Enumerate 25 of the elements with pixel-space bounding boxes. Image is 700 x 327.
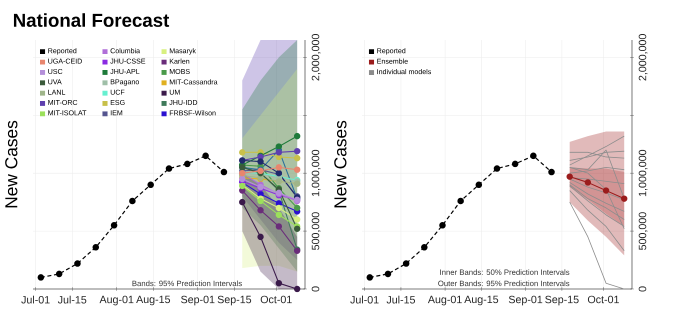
y-tick-label: 0	[638, 286, 646, 292]
x-tick-label: Jul-15	[386, 296, 416, 304]
y-tick-label: 0	[312, 286, 320, 292]
y-tick-label: 2,000,000	[312, 34, 321, 81]
y-axis-title: New Cases	[334, 120, 346, 208]
x-tick-label: Jul-15	[58, 296, 86, 304]
y-tick-label: 500,000	[312, 212, 321, 250]
y-tick-label: 500,000	[638, 212, 648, 250]
y-tick-label: 1,000,000	[312, 150, 321, 196]
y-axis-title: New Cases	[5, 120, 18, 208]
x-tick-label: Sep-01	[181, 296, 214, 306]
x-tick-label: Aug-01	[100, 296, 134, 306]
x-tick-label: Oct-01	[260, 296, 292, 304]
y-tick-label: 2,000,000	[638, 34, 648, 81]
x-tick-label: Aug-01	[428, 296, 462, 306]
x-tick-label: Jul-01	[350, 296, 379, 304]
x-tick-label: Aug-15	[464, 296, 498, 306]
x-tick-label: Sep-15	[545, 296, 579, 306]
y-tick-label: 1,000,000	[638, 150, 648, 196]
x-tick-label: Sep-01	[508, 296, 542, 306]
chart-title: National Forecast	[14, 13, 170, 27]
x-tick-label: Oct-01	[588, 296, 619, 304]
x-tick-label: Jul-01	[21, 296, 50, 304]
x-tick-label: Aug-15	[136, 296, 170, 306]
x-tick-label: Sep-15	[218, 296, 252, 306]
